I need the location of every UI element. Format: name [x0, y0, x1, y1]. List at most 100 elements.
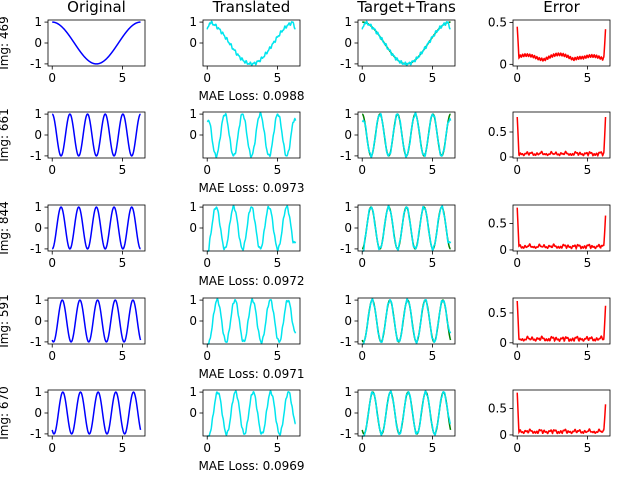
x-tick-label: 0 — [48, 163, 56, 177]
panel-error: 0 5 0 0.5 — [488, 297, 611, 363]
x-tick-label: 0 — [358, 163, 366, 177]
target-series-line — [361, 299, 452, 343]
panel-original: 0 5 -1 0 1 — [30, 385, 146, 455]
x-tick-label: 5 — [429, 71, 437, 85]
y-tick-label: -1 — [340, 57, 352, 71]
translated-series-line — [206, 20, 296, 67]
x-tick-label: 0 — [203, 163, 211, 177]
panel-original: 0 5 -1 0 1 — [30, 15, 146, 85]
row-label: Img: 591 — [0, 294, 11, 348]
y-tick-label: 1 — [344, 200, 352, 214]
x-tick-label: 5 — [274, 163, 282, 177]
translated-series-line — [362, 204, 452, 252]
axes-frame — [512, 19, 611, 67]
x-tick-label: 0 — [358, 256, 366, 270]
panel-translated: 0 5 0 1 — [189, 15, 301, 85]
y-tick-label: 0 — [344, 36, 352, 50]
x-tick-label: 5 — [274, 256, 282, 270]
x-tick-label: 5 — [429, 349, 437, 363]
mae-loss-label: MAE Loss: 0.0972 — [198, 274, 304, 288]
mae-loss-label: MAE Loss: 0.0969 — [198, 459, 304, 473]
y-tick-label: 0 — [499, 336, 507, 350]
y-tick-label: -1 — [30, 427, 42, 441]
panel-target-trans: 0 5 -1 0 1 — [340, 293, 456, 363]
panel-target-trans: 0 5 -1 0 1 — [340, 200, 456, 270]
error-series-line — [516, 116, 607, 158]
y-tick-label: 0.5 — [488, 306, 507, 320]
translated-series-line — [362, 389, 452, 437]
x-tick-label: 0 — [48, 349, 56, 363]
panel-original: 0 5 -1 0 1 — [30, 107, 146, 177]
panel-target-trans: 0 5 -1 0 1 — [340, 385, 456, 455]
x-tick-label: 5 — [429, 441, 437, 455]
panel-original: 0 5 -1 0 1 — [30, 293, 146, 363]
panel-error: 0 5 0 0.5 — [488, 111, 611, 177]
y-tick-label: 1 — [344, 385, 352, 399]
error-series-line — [516, 26, 607, 62]
original-series-line — [51, 206, 141, 250]
error-series-line — [516, 207, 607, 251]
x-tick-label: 5 — [429, 256, 437, 270]
x-tick-label: 5 — [584, 349, 592, 363]
target-series-line — [362, 21, 451, 65]
x-tick-label: 0 — [513, 163, 521, 177]
y-tick-label: 0 — [34, 36, 42, 50]
translated-series-line — [362, 297, 452, 345]
panel-target-trans: 0 5 -1 0 1 — [340, 15, 456, 85]
x-tick-label: 5 — [584, 441, 592, 455]
x-tick-label: 0 — [48, 441, 56, 455]
y-tick-label: 0 — [499, 428, 507, 442]
x-tick-label: 5 — [274, 349, 282, 363]
x-tick-label: 0 — [513, 256, 521, 270]
panel-translated: 0 5 0 1 — [189, 385, 301, 455]
y-tick-label: 0.5 — [488, 16, 507, 30]
panel-target-trans: 0 5 -1 0 1 — [340, 107, 456, 177]
y-tick-label: 1 — [344, 293, 352, 307]
x-tick-label: 5 — [119, 163, 127, 177]
y-tick-label: 1 — [189, 107, 197, 121]
panel-error: 0 5 0 0.5 — [488, 16, 611, 85]
x-tick-label: 5 — [274, 71, 282, 85]
y-tick-label: 0 — [34, 128, 42, 142]
y-tick-label: 1 — [189, 200, 197, 214]
original-series-line — [51, 391, 142, 435]
axes-frame — [512, 204, 611, 252]
y-tick-label: 0 — [344, 406, 352, 420]
y-tick-label: 1 — [189, 385, 197, 399]
x-tick-label: 0 — [48, 71, 56, 85]
y-tick-label: -1 — [30, 242, 42, 256]
y-tick-label: 1 — [344, 107, 352, 121]
column-title-translated: Translated — [212, 0, 291, 16]
x-tick-label: 5 — [584, 71, 592, 85]
x-tick-label: 5 — [584, 256, 592, 270]
y-tick-label: -1 — [30, 335, 42, 349]
y-tick-label: 0 — [499, 57, 507, 71]
y-tick-label: 1 — [189, 15, 197, 29]
x-tick-label: 0 — [513, 349, 521, 363]
y-tick-label: -1 — [30, 57, 42, 71]
row-label: Img: 844 — [0, 201, 11, 255]
row-label: Img: 670 — [0, 386, 11, 440]
y-tick-label: 1 — [34, 15, 42, 29]
y-tick-label: 0 — [34, 406, 42, 420]
y-tick-label: 0 — [189, 314, 197, 328]
mae-loss-label: MAE Loss: 0.0988 — [198, 89, 304, 103]
column-title-target-trans: Target+Trans — [356, 0, 456, 16]
x-tick-label: 0 — [203, 256, 211, 270]
x-tick-label: 5 — [119, 441, 127, 455]
y-tick-label: 0 — [34, 221, 42, 235]
x-tick-label: 0 — [358, 349, 366, 363]
x-tick-label: 5 — [119, 256, 127, 270]
x-tick-label: 5 — [274, 441, 282, 455]
y-tick-label: -1 — [340, 149, 352, 163]
error-series-line — [516, 300, 607, 343]
y-tick-label: 0 — [189, 221, 197, 235]
y-tick-label: -1 — [340, 242, 352, 256]
y-tick-label: 1 — [34, 385, 42, 399]
x-tick-label: 5 — [119, 71, 127, 85]
x-tick-label: 0 — [513, 71, 521, 85]
